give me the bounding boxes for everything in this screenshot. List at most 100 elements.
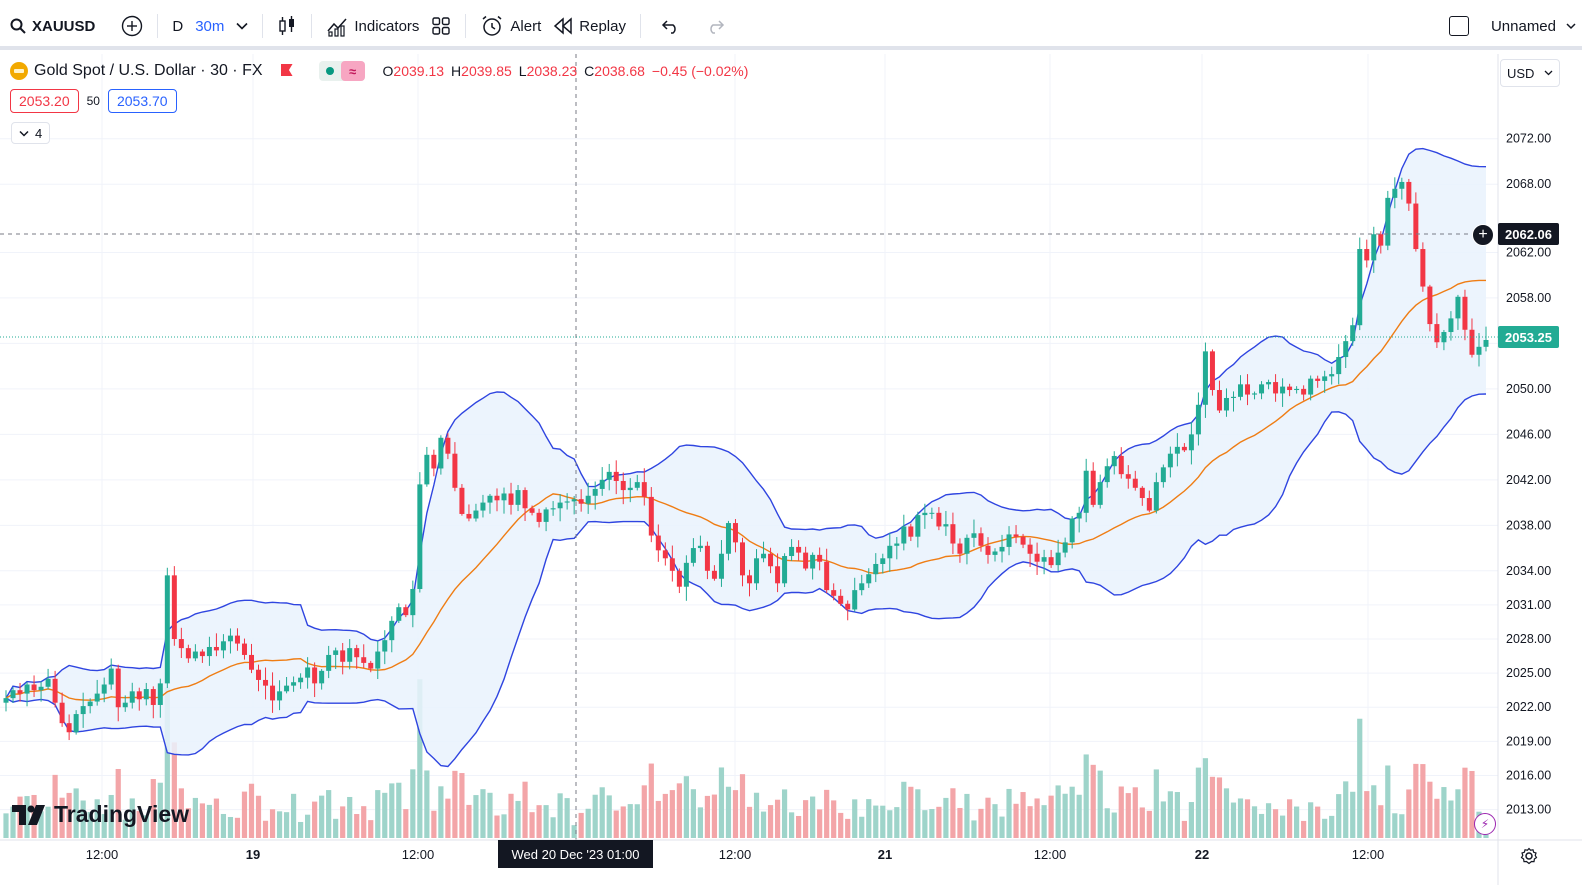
- volume-bar: [739, 774, 746, 838]
- candle: [354, 644, 360, 669]
- candle-body: [550, 508, 556, 510]
- alert-button[interactable]: Alert: [474, 8, 547, 44]
- add-alert-plus-icon[interactable]: +: [1472, 224, 1494, 246]
- volume-bar: [269, 809, 276, 838]
- market-status[interactable]: ≈: [318, 61, 365, 81]
- interval-daily-button[interactable]: D: [172, 17, 184, 35]
- volume-bar: [94, 799, 100, 838]
- candle: [108, 658, 114, 690]
- candle-body: [810, 554, 816, 569]
- undo-button[interactable]: [655, 8, 687, 44]
- candle: [866, 568, 872, 588]
- chevron-down-icon: [1566, 23, 1576, 30]
- volume-bar: [978, 808, 984, 838]
- symbol-search-button[interactable]: XAUUSD: [0, 8, 101, 44]
- candle: [662, 542, 668, 566]
- sell-button[interactable]: 2053.20: [10, 89, 79, 113]
- candle: [824, 548, 830, 594]
- candle: [270, 672, 276, 713]
- undo-icon: [661, 20, 676, 34]
- bollinger-band-fill: [6, 148, 1486, 767]
- settings-icon[interactable]: [1520, 847, 1538, 870]
- alert-icon: [482, 15, 502, 36]
- high-label: H: [451, 63, 462, 79]
- currency-selector[interactable]: USD: [1500, 59, 1560, 87]
- low-label: L: [518, 63, 527, 79]
- indicators-collapse-button[interactable]: 4: [11, 122, 51, 144]
- candle: [52, 670, 58, 708]
- checkbox-icon[interactable]: [1448, 16, 1469, 36]
- interval-30m-button[interactable]: 30m: [195, 17, 225, 35]
- candle-body: [361, 657, 367, 663]
- candle: [950, 512, 956, 555]
- buy-button[interactable]: 2053.70: [107, 89, 177, 113]
- candle: [31, 675, 37, 698]
- indicators-button[interactable]: Indicators: [320, 8, 425, 44]
- candle: [1287, 383, 1293, 397]
- layout-name-button[interactable]: Unnamed: [1485, 8, 1582, 44]
- crosshair-price-label: 2062.06: [1498, 223, 1559, 245]
- volume-bar: [1216, 777, 1223, 838]
- candle-body: [634, 482, 640, 488]
- candle-body: [263, 679, 269, 686]
- candle-body: [880, 558, 886, 564]
- interval-dropdown[interactable]: [230, 8, 254, 44]
- volume-bar: [480, 789, 486, 838]
- candle-body: [999, 546, 1005, 552]
- price-tick-label: 2038.00: [1506, 518, 1551, 532]
- volume-bar: [550, 817, 556, 838]
- candle-body: [1174, 446, 1180, 454]
- candle: [206, 636, 212, 666]
- candle-body: [1266, 382, 1272, 385]
- price-tick-label: 2034.00: [1506, 564, 1551, 578]
- candle: [326, 645, 332, 679]
- lightning-icon[interactable]: ⚡: [1474, 813, 1496, 835]
- top-toolbar: XAUUSD D 30m Indicators Alert Replay Unn…: [0, 6, 1582, 50]
- price-tick-label: 2022.00: [1506, 700, 1551, 714]
- chart-pane[interactable]: 2072.002068.002062.002058.002054.002050.…: [0, 54, 1582, 885]
- candle-body: [375, 651, 381, 669]
- candle: [1280, 378, 1286, 407]
- volume-bar: [1013, 803, 1019, 838]
- candle: [368, 660, 374, 673]
- volume-bar: [396, 782, 402, 838]
- chart-type-button[interactable]: [271, 8, 303, 44]
- compare-button[interactable]: [115, 8, 149, 44]
- tradingview-logo[interactable]: TradingView: [12, 801, 189, 828]
- volume-bar: [936, 806, 942, 838]
- candle-body: [389, 620, 395, 641]
- candle-body: [382, 640, 388, 652]
- volume-bar: [641, 785, 647, 838]
- price-tick-label: 2046.00: [1506, 427, 1551, 441]
- candle: [711, 565, 717, 581]
- candle: [1055, 539, 1061, 572]
- candle: [24, 681, 30, 707]
- toolbar-divider: [465, 14, 467, 38]
- price-chart[interactable]: 2072.002068.002062.002058.002054.002050.…: [0, 54, 1582, 885]
- candle-body: [150, 689, 156, 705]
- volume-bar: [1160, 801, 1166, 838]
- candle: [185, 644, 191, 663]
- templates-button[interactable]: [425, 8, 457, 44]
- candle-body: [859, 583, 865, 591]
- candle-body: [592, 488, 598, 496]
- candle: [122, 695, 128, 712]
- candle: [1420, 242, 1426, 292]
- candle: [73, 710, 79, 735]
- volume-bar: [515, 800, 521, 838]
- volume-bars: [3, 679, 1489, 838]
- volume-bar: [929, 809, 935, 838]
- volume-bar: [417, 679, 423, 838]
- candle: [641, 468, 647, 506]
- candle: [473, 503, 479, 522]
- candle: [1483, 326, 1489, 352]
- candle: [199, 649, 205, 663]
- volume-bar: [1455, 789, 1461, 838]
- volume-bar: [473, 795, 479, 838]
- flag-icon[interactable]: [281, 64, 293, 78]
- redo-button[interactable]: [699, 8, 731, 44]
- volume-bar: [1209, 776, 1216, 838]
- volume-bar: [1301, 820, 1307, 838]
- candle: [1104, 458, 1110, 488]
- replay-button[interactable]: Replay: [547, 8, 632, 44]
